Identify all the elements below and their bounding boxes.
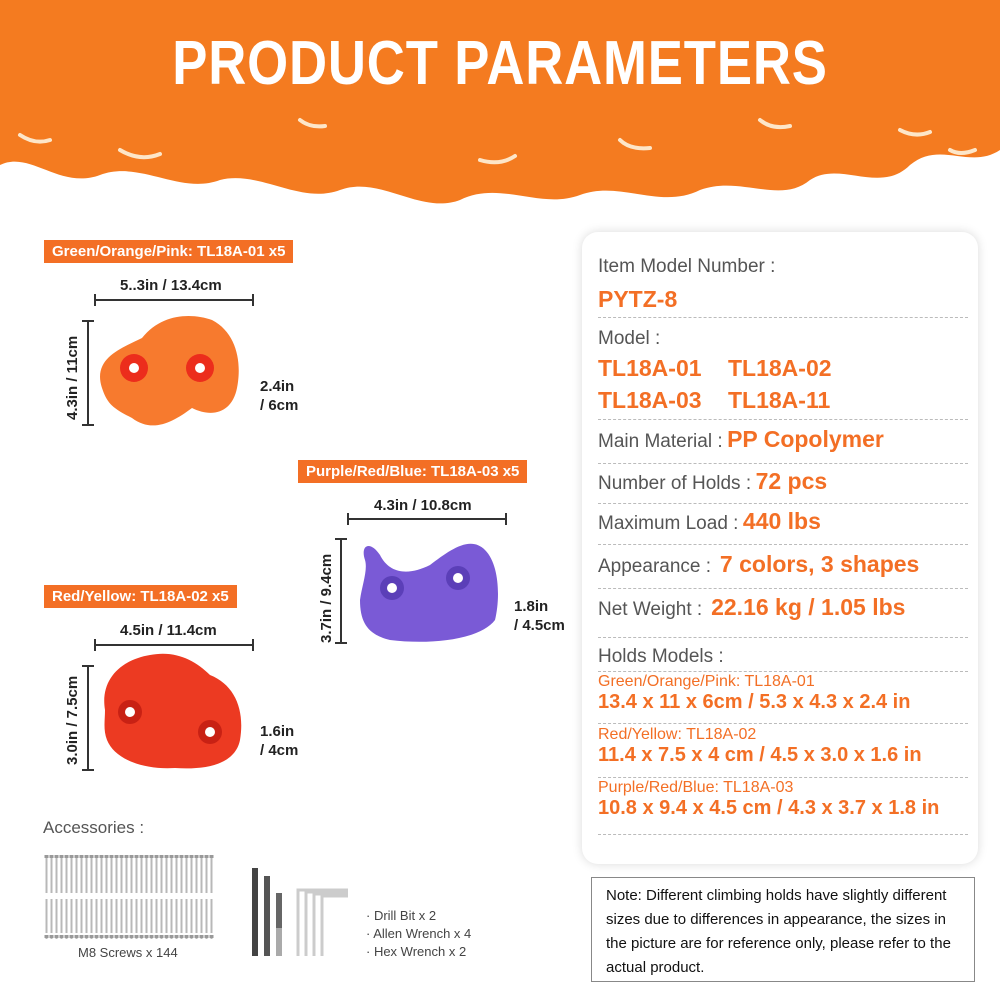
hold-width: 4.5in / 11.4cm — [120, 622, 217, 639]
spec-label: Maximum Load : — [598, 513, 739, 534]
dimension-line — [82, 320, 94, 426]
dimension-line — [82, 665, 94, 771]
hold-depth-cm: / 6cm — [260, 397, 299, 414]
hold-height: 4.3in / 11cm — [64, 335, 81, 420]
header-banner — [0, 0, 1000, 204]
spec-label: Item Model Number : — [598, 256, 776, 277]
dimension-line — [94, 294, 254, 306]
spec-card: Item Model Number : PYTZ-8 Model : TL18A… — [582, 232, 978, 864]
hold-model-size: 11.4 x 7.5 x 4 cm / 4.5 x 3.0 x 1.6 in — [598, 744, 922, 766]
climbing-hold-orange — [100, 315, 239, 426]
spec-value: 440 lbs — [742, 508, 821, 534]
hold-height: 3.7in / 9.4cm — [318, 553, 335, 643]
hold-model-size: 10.8 x 9.4 x 4.5 cm / 4.3 x 3.7 x 1.8 in — [598, 797, 940, 819]
hold-depth-cm: / 4.5cm — [514, 617, 565, 634]
spec-label: Appearance : — [598, 556, 712, 577]
spec-label: Number of Holds : — [598, 473, 752, 494]
hold-depth-in: 1.6in — [260, 723, 295, 740]
spec-appearance: Appearance : 7 colors, 3 shapes — [598, 551, 968, 589]
spec-label: Model : — [598, 328, 661, 349]
climbing-hold-red — [104, 653, 242, 769]
hold-height: 3.0in / 7.5cm — [64, 675, 81, 765]
spec-label: Holds Models : — [598, 646, 724, 667]
hold-tag-tl18a-01: Green/Orange/Pink: TL18A-01 x5 — [44, 240, 294, 263]
hold-depth-cm: / 4cm — [260, 742, 299, 759]
accessory-allen-wrench: · Allen Wrench x 4 — [366, 926, 472, 941]
spec-number-of-holds: Number of Holds : 72 pcs — [598, 468, 968, 504]
hold-model-row: Green/Orange/Pink: TL18A-01 13.4 x 11 x 6… — [598, 673, 968, 724]
hold-depth-in: 1.8in — [514, 598, 549, 615]
tools-image — [252, 868, 348, 956]
accessory-hex-wrench: · Hex Wrench x 2 — [366, 944, 467, 959]
spec-max-load: Maximum Load : 440 lbs — [598, 508, 968, 545]
dimension-line — [347, 513, 507, 525]
climbing-hold-purple — [360, 543, 498, 642]
hold-model-name: Green/Orange/Pink: TL18A-01 — [598, 673, 815, 690]
spec-material: Main Material : PP Copolymer — [598, 426, 968, 464]
spec-value: PYTZ-8 — [598, 286, 678, 312]
spec-value: 72 pcs — [755, 468, 828, 494]
accessories-title: Accessories : — [43, 818, 145, 837]
dimension-line — [94, 639, 254, 651]
accessory-drill-bit: · Drill Bit x 2 — [366, 908, 437, 923]
model-value: TL18A-02 — [728, 355, 832, 381]
hold-model-size: 13.4 x 11 x 6cm / 5.3 x 4.3 x 2.4 in — [598, 691, 911, 713]
spec-net-weight: Net Weight : 22.16 kg / 1.05 lbs — [598, 594, 968, 638]
spec-holds-models: Holds Models : — [598, 646, 968, 672]
spec-item-model: Item Model Number : PYTZ-8 — [598, 256, 968, 318]
hold-tag-tl18a-03: Purple/Red/Blue: TL18A-03 x5 — [298, 460, 528, 483]
spec-value: PP Copolymer — [727, 426, 884, 452]
model-value: TL18A-11 — [728, 387, 831, 413]
model-value: TL18A-03 — [598, 387, 702, 413]
hold-width: 5..3in / 13.4cm — [120, 277, 222, 294]
spec-label: Net Weight : — [598, 599, 703, 620]
spec-value: 7 colors, 3 shapes — [719, 551, 920, 577]
hold-model-name: Red/Yellow: TL18A-02 — [598, 726, 757, 743]
screws-label: M8 Screws x 144 — [78, 945, 178, 960]
dimension-line — [335, 538, 347, 644]
hold-tag-tl18a-02: Red/Yellow: TL18A-02 x5 — [44, 585, 237, 608]
hold-width: 4.3in / 10.8cm — [374, 497, 472, 514]
page-title: PRODUCT PARAMETERS — [172, 29, 828, 98]
screws-image — [44, 855, 214, 939]
hold-model-name: Purple/Red/Blue: TL18A-03 — [598, 779, 794, 796]
model-value: TL18A-01 — [598, 355, 702, 381]
note-box: Note: Different climbing holds have slig… — [591, 877, 975, 982]
spec-label: Main Material : — [598, 431, 723, 452]
hold-model-row: Red/Yellow: TL18A-02 11.4 x 7.5 x 4 cm / … — [598, 726, 968, 778]
hold-model-row: Purple/Red/Blue: TL18A-03 10.8 x 9.4 x 4.… — [598, 779, 968, 835]
hold-depth-in: 2.4in — [260, 378, 295, 395]
spec-model: Model : TL18A-01 TL18A-02 TL18A-03 TL18A-1… — [598, 328, 968, 420]
spec-value: 22.16 kg / 1.05 lbs — [711, 594, 906, 620]
